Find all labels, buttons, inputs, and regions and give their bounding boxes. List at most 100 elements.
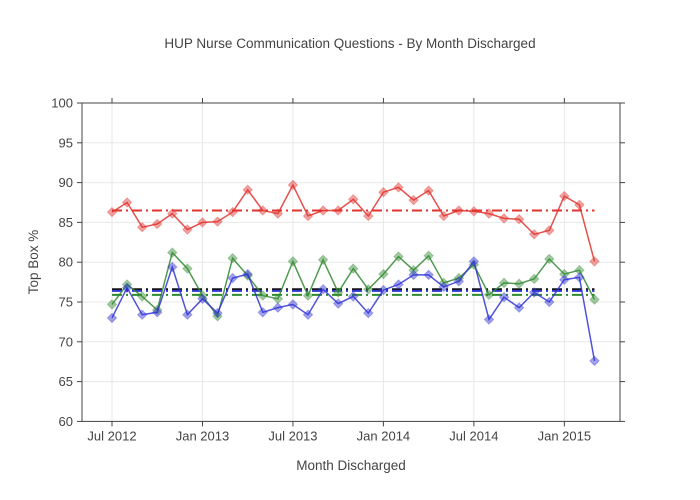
red-series-marker (393, 182, 404, 193)
green-series-marker (393, 251, 404, 262)
x-axis-title: Month Discharged (296, 458, 406, 473)
y-tick-label: 70 (59, 334, 73, 349)
blue-series-marker (212, 307, 223, 319)
red-series-marker (182, 224, 193, 235)
red-series-marker (121, 197, 133, 208)
red-series-marker (317, 205, 329, 216)
red-series-marker (513, 213, 525, 225)
y-tick-label: 60 (59, 414, 73, 429)
green-series-marker (498, 277, 510, 289)
blue-series-marker (589, 355, 600, 367)
blue-series-marker (302, 309, 314, 321)
green-series-marker (272, 293, 284, 305)
blue-series-marker (362, 307, 374, 319)
green-series-marker (468, 259, 480, 270)
x-tick-label: Jul 2014 (449, 428, 498, 443)
green-series-marker (347, 263, 359, 274)
tick-labels: 60 65 70 75 80 85 90 95 100 Jul 2012 Jan 2013 Jul 2… (51, 96, 591, 444)
x-tick-label: Jan 2014 (357, 428, 411, 443)
y-tick-label: 85 (59, 215, 73, 230)
red-series-marker (453, 205, 465, 216)
green-series-marker (317, 254, 329, 266)
red-series (106, 179, 600, 267)
green-series (106, 247, 600, 322)
green-series-marker (287, 256, 299, 267)
red-series-markers (106, 179, 600, 267)
green-series-marker (528, 273, 540, 285)
blue-series-marker (423, 269, 434, 281)
x-tick-label: Jul 2013 (268, 428, 317, 443)
red-series-marker (242, 184, 254, 196)
red-series-marker (272, 208, 284, 219)
red-series-marker (528, 228, 540, 240)
green-series-marker (182, 263, 193, 274)
green-series-marker (483, 289, 495, 301)
y-tick-label: 75 (59, 295, 73, 310)
red-series-marker (197, 217, 208, 228)
green-series-marker (362, 283, 374, 295)
red-series-line (111, 183, 596, 262)
red-series-marker (106, 206, 118, 218)
blue-series-marker (272, 302, 284, 313)
blue-series-marker (182, 309, 193, 321)
x-tick-label: Jan 2015 (538, 428, 592, 443)
blue-series-marker (106, 312, 118, 324)
blue-series-marker (453, 275, 465, 287)
blue-series-markers (106, 256, 600, 367)
blue-series-marker (378, 284, 389, 296)
gridlines (82, 102, 620, 422)
blue-series-marker (287, 299, 299, 310)
blue-series-marker (498, 291, 510, 303)
blue-series-marker (257, 306, 269, 318)
red-series-marker (332, 205, 344, 216)
blue-series-marker (393, 279, 404, 290)
red-series-marker (302, 210, 314, 222)
green-series-marker (558, 268, 570, 280)
red-series-marker (257, 205, 269, 216)
red-series-marker (227, 206, 238, 218)
blue-series-marker (227, 272, 238, 284)
blue-series-marker (574, 271, 585, 283)
red-series-marker (468, 205, 480, 217)
red-series-marker (498, 213, 510, 224)
x-tick-label: Jan 2013 (176, 428, 230, 443)
red-series-marker (558, 190, 570, 202)
green-series-marker (257, 290, 269, 301)
blue-series-marker (166, 261, 178, 273)
green-series-marker (212, 310, 223, 322)
y-tick-label: 90 (59, 175, 73, 190)
red-series-marker (362, 210, 374, 222)
red-series-marker (212, 216, 223, 227)
blue-series-marker (543, 296, 555, 308)
red-series-marker (136, 221, 148, 233)
y-tick-label: 100 (51, 96, 73, 111)
y-tick-label: 80 (59, 255, 73, 270)
red-series-marker (589, 256, 600, 267)
blue-series-marker (197, 293, 208, 305)
red-series-marker (166, 208, 178, 219)
y-axis-title: Top Box % (26, 230, 41, 295)
blue-series-marker (317, 283, 329, 295)
green-series-markers (106, 247, 600, 322)
red-series-marker (543, 225, 555, 236)
y-tick-label: 95 (59, 135, 73, 150)
green-series-marker (423, 250, 434, 262)
green-series-marker (197, 290, 208, 301)
blue-series-marker (242, 268, 254, 280)
green-series-marker (543, 253, 555, 265)
red-series-marker (438, 210, 450, 222)
blue-series-marker (332, 298, 344, 309)
green-series-marker (106, 299, 118, 310)
blue-series (106, 256, 600, 367)
blue-series-marker (513, 302, 525, 313)
blue-series-marker (558, 274, 570, 286)
blue-series-line (111, 259, 596, 362)
green-series-marker (574, 264, 585, 276)
red-series-marker (287, 179, 299, 191)
red-series-marker (574, 199, 585, 211)
green-series-line (111, 251, 596, 319)
green-series-marker (136, 291, 148, 302)
blue-series-marker (136, 309, 148, 321)
y-tick-label: 65 (59, 374, 73, 389)
